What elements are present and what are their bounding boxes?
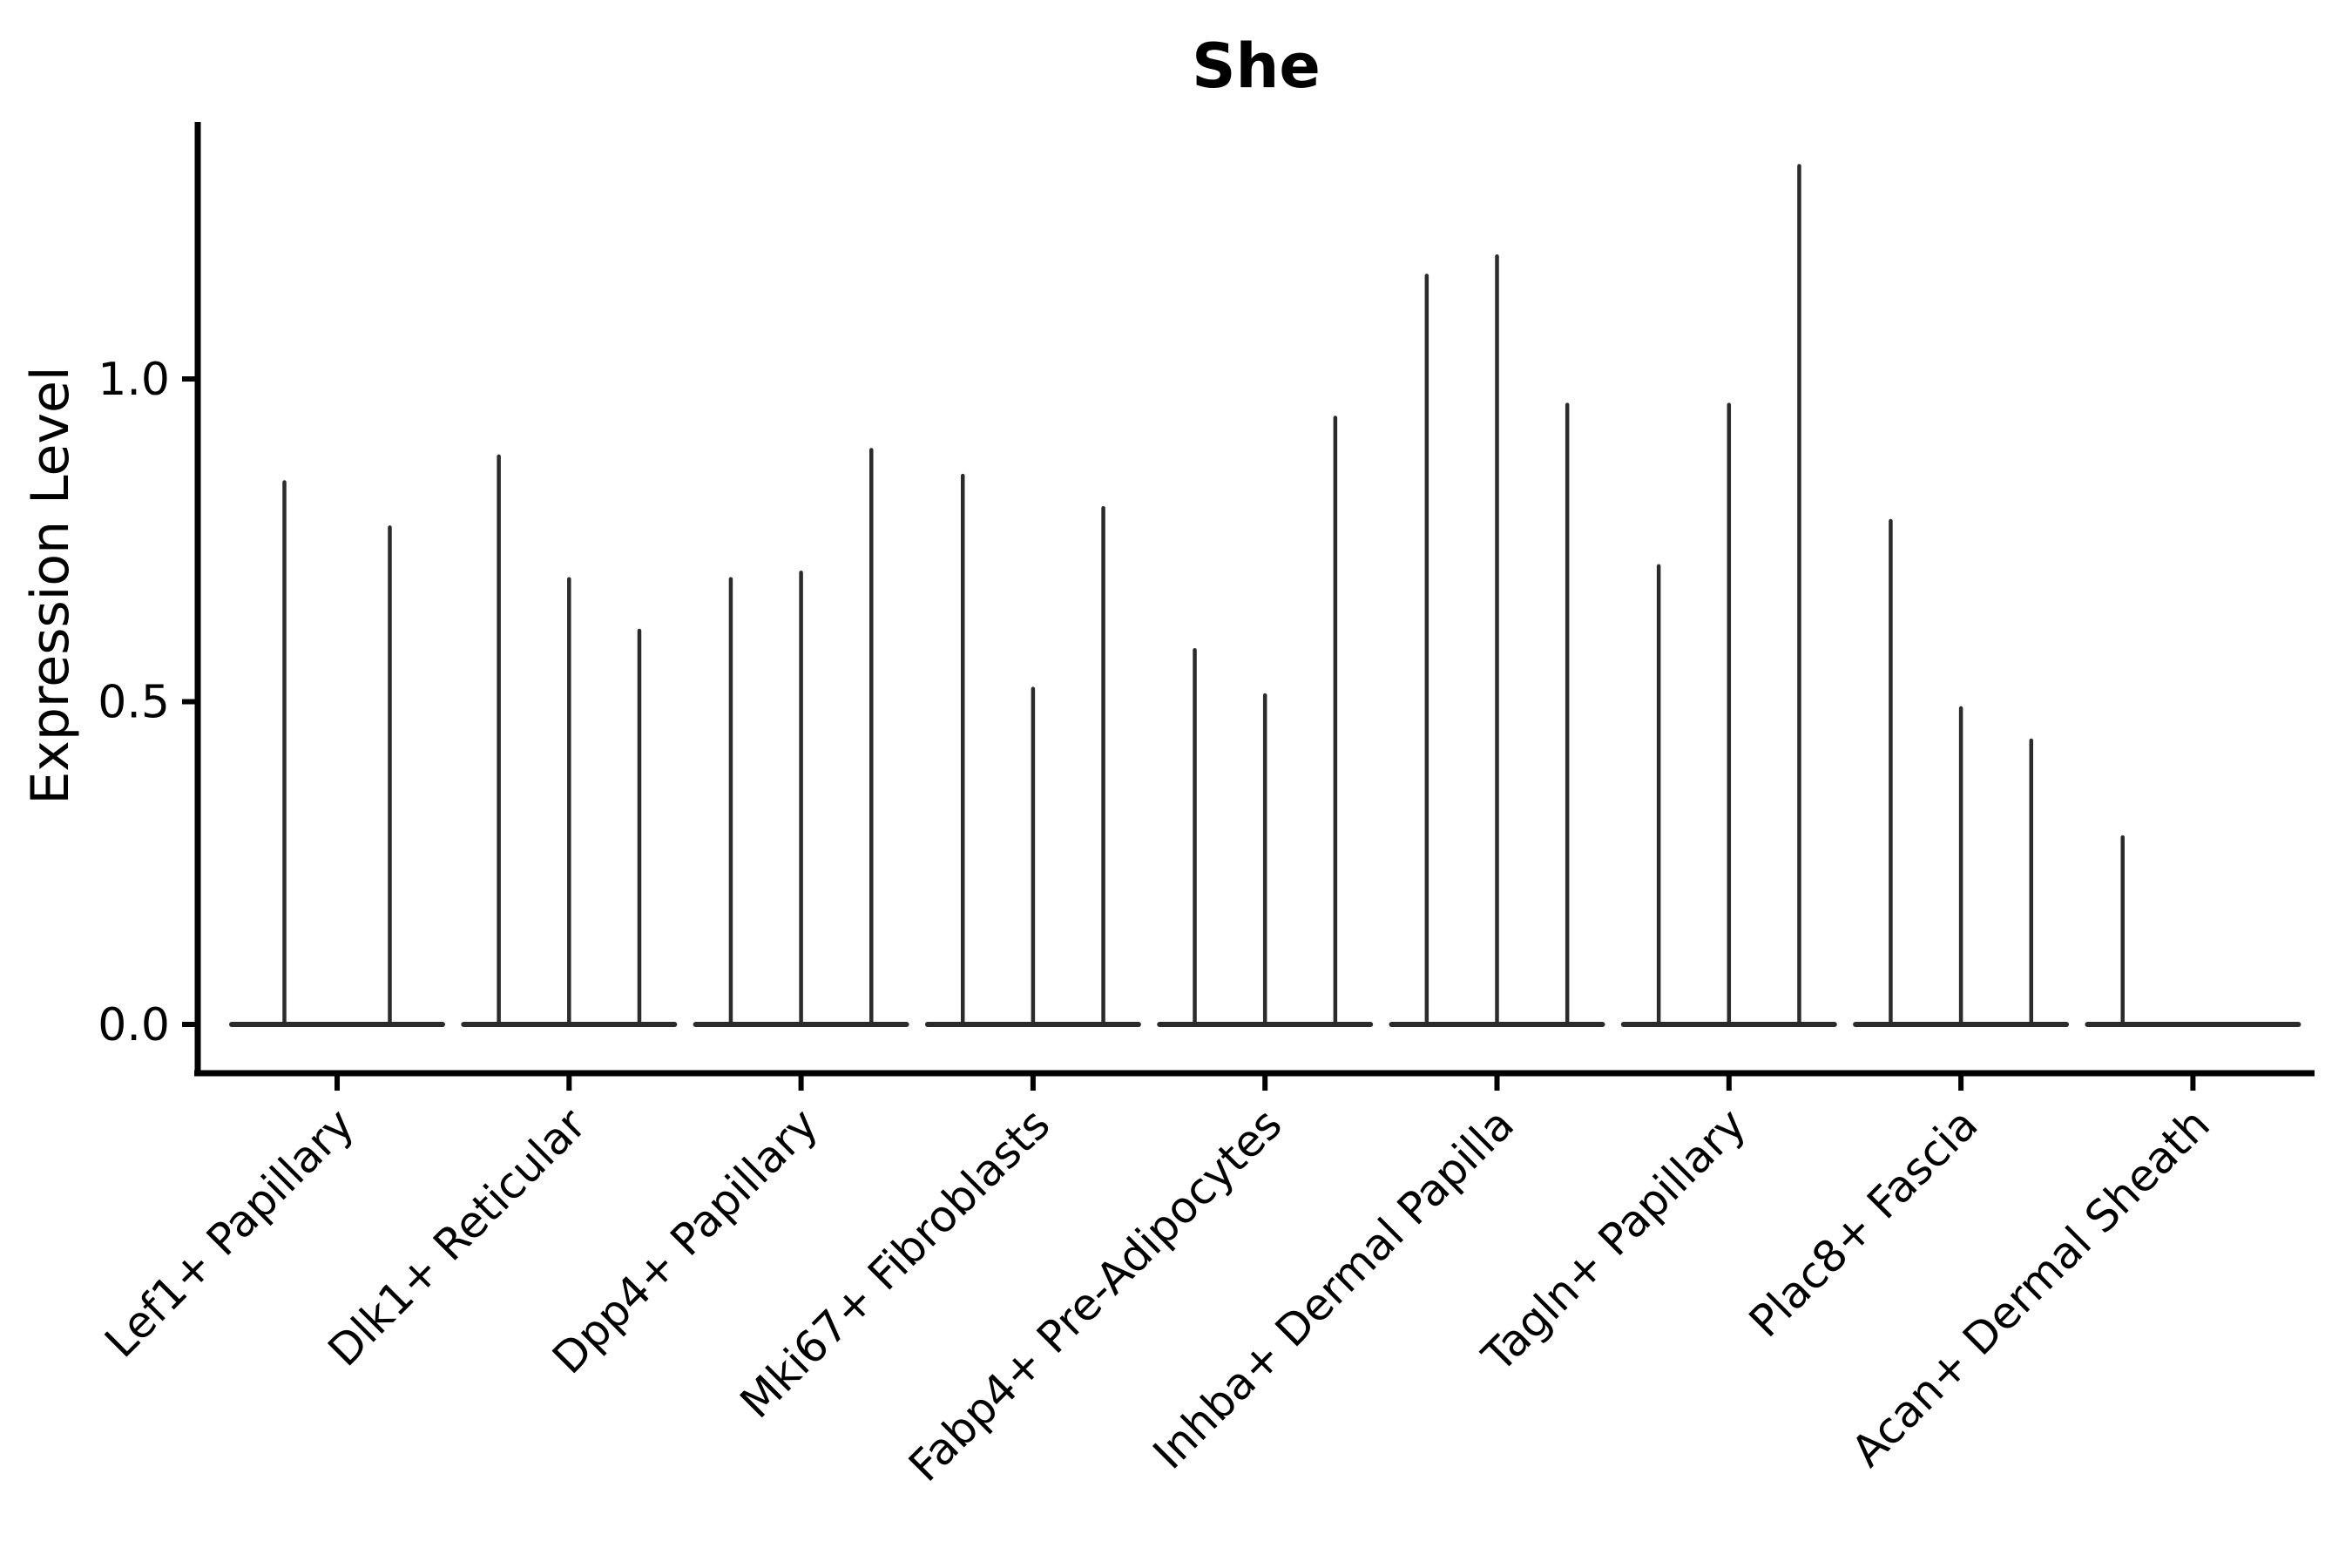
violin-group: [461, 454, 678, 1027]
violin-groups: [229, 164, 2301, 1027]
violin-group: [2085, 835, 2301, 1027]
violin-group: [229, 480, 445, 1027]
y-axis-label: Expression Level: [20, 366, 81, 804]
x-tick-label: Lef1+ Papillary: [95, 1098, 363, 1367]
violin-group: [1853, 518, 2070, 1027]
y-tick-label: 0.0: [98, 999, 170, 1051]
x-tick-label: Dlk1+ Reticular: [319, 1098, 596, 1375]
x-tick-label: Fabp4+ Pre-Adipocytes: [899, 1098, 1292, 1491]
y-axis-ticks: 0.0 0.5 1.0: [98, 354, 198, 1051]
x-tick-label: Plac8+ Fascia: [1740, 1098, 1988, 1347]
violin-group: [1620, 164, 1837, 1027]
violin-group: [924, 473, 1141, 1027]
violin-group: [1389, 253, 1605, 1027]
y-tick-label: 0.5: [98, 677, 170, 729]
violin-group: [693, 448, 909, 1027]
chart-title: She: [1192, 30, 1321, 102]
violin-group: [1157, 416, 1374, 1027]
y-tick-label: 1.0: [98, 354, 170, 406]
